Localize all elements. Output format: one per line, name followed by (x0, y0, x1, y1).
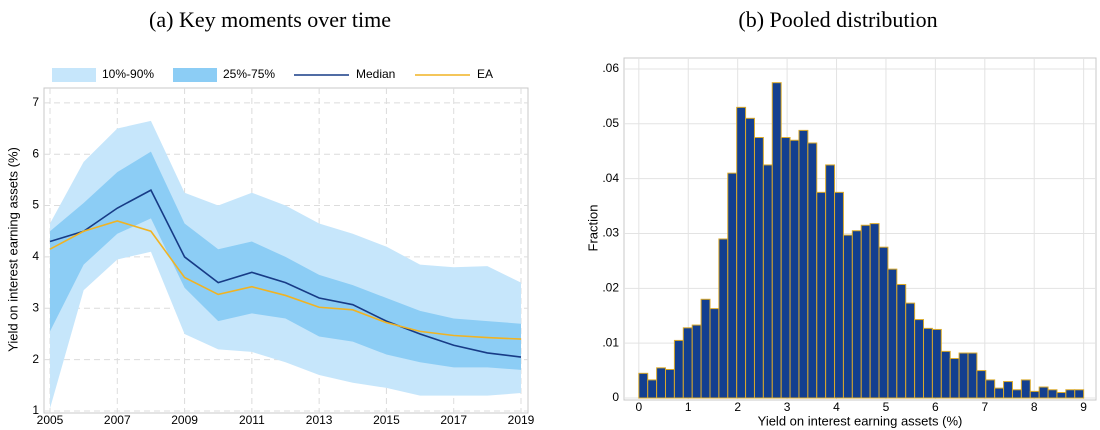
x-tick-label: 2007 (104, 413, 131, 427)
x-tick-label: 2011 (239, 413, 265, 427)
x-axis-label: Yield on interest earning assets (%) (758, 413, 963, 428)
x-tick-label: 0 (635, 400, 642, 414)
bar (727, 172, 738, 399)
bar (940, 350, 951, 399)
y-tick-label: 0 (612, 390, 619, 404)
bar (745, 117, 755, 399)
y-tick-label: .02 (602, 280, 619, 294)
chart-title: (b) Pooled distribution (738, 7, 937, 32)
bar (860, 224, 871, 399)
y-tick-label: .05 (602, 116, 619, 130)
bar (851, 230, 862, 399)
bar (825, 164, 836, 399)
legend-swatch (173, 68, 217, 82)
x-tick-label: 2009 (171, 413, 198, 427)
y-tick-label: 3 (32, 300, 39, 314)
x-tick-label: 7 (981, 400, 988, 414)
bar (878, 246, 889, 399)
y-tick-label: 5 (32, 198, 39, 212)
bar (1047, 389, 1058, 399)
x-tick-label: 2 (734, 400, 741, 414)
bar (771, 82, 782, 399)
bar (842, 234, 853, 399)
bar (1074, 389, 1085, 399)
bar (682, 327, 693, 399)
bar (896, 283, 907, 399)
bar (1011, 389, 1022, 399)
x-tick-label: 5 (883, 400, 890, 414)
bar (905, 302, 916, 399)
bar (789, 139, 800, 399)
bar (798, 129, 809, 399)
bar (1056, 392, 1067, 399)
x-tick-label: 6 (932, 400, 939, 414)
x-tick-label: 2017 (440, 413, 467, 427)
line (49, 189, 522, 358)
bar (709, 308, 720, 399)
y-tick-label: 6 (32, 146, 39, 160)
y-tick-label: .03 (602, 226, 619, 240)
x-tick-label: 2005 (37, 413, 64, 427)
legend-swatch (52, 68, 96, 82)
y-tick-label: 4 (32, 249, 39, 263)
bar (914, 319, 925, 399)
bar (656, 367, 667, 399)
x-tick-label: 4 (833, 400, 840, 414)
bar (736, 106, 747, 399)
bar (1029, 390, 1040, 399)
x-tick-label: 2015 (373, 413, 400, 427)
bar (994, 387, 1005, 399)
bar (1003, 381, 1013, 399)
x-tick-label: 2013 (306, 413, 333, 427)
legend-label: 25%-75% (223, 67, 275, 81)
y-tick-label: 2 (32, 352, 39, 366)
bar (665, 368, 675, 399)
y-axis-label: Fraction (585, 205, 600, 252)
bar (638, 372, 649, 399)
bar (1038, 386, 1049, 399)
bar (673, 339, 684, 399)
band (50, 151, 521, 370)
bar (834, 191, 844, 399)
legend-label: Median (356, 67, 395, 81)
bar (816, 191, 827, 399)
y-tick-label: 7 (32, 95, 39, 109)
y-axis-label: Yield on interest earning assets (%) (5, 147, 20, 352)
bar (967, 352, 978, 399)
bar (958, 352, 969, 399)
bar (691, 324, 702, 399)
bar (887, 268, 898, 399)
legend-label: 10%-90% (102, 67, 154, 81)
y-tick-label: 1 (32, 403, 39, 417)
bar (762, 164, 773, 399)
line (49, 220, 522, 340)
x-tick-label: 2019 (508, 413, 535, 427)
y-tick-label: .06 (602, 61, 619, 75)
bar (931, 328, 942, 399)
x-tick-label: 8 (1031, 400, 1038, 414)
bar (700, 298, 711, 399)
bar (1065, 389, 1076, 399)
bar (753, 137, 764, 399)
bar (949, 358, 960, 399)
x-tick-label: 1 (685, 400, 692, 414)
y-tick-label: .01 (602, 335, 619, 349)
bar (807, 142, 818, 399)
bar (780, 137, 791, 399)
x-tick-label: 9 (1080, 400, 1087, 414)
bar (976, 370, 987, 399)
bar (1020, 379, 1031, 399)
bar (647, 379, 658, 399)
bar (985, 379, 996, 399)
bar (869, 223, 880, 399)
bar (718, 238, 729, 399)
x-tick-label: 3 (784, 400, 791, 414)
chart-title: (a) Key moments over time (149, 7, 391, 32)
y-tick-label: .04 (602, 171, 619, 185)
legend-label: EA (477, 67, 493, 81)
bar (923, 327, 933, 399)
